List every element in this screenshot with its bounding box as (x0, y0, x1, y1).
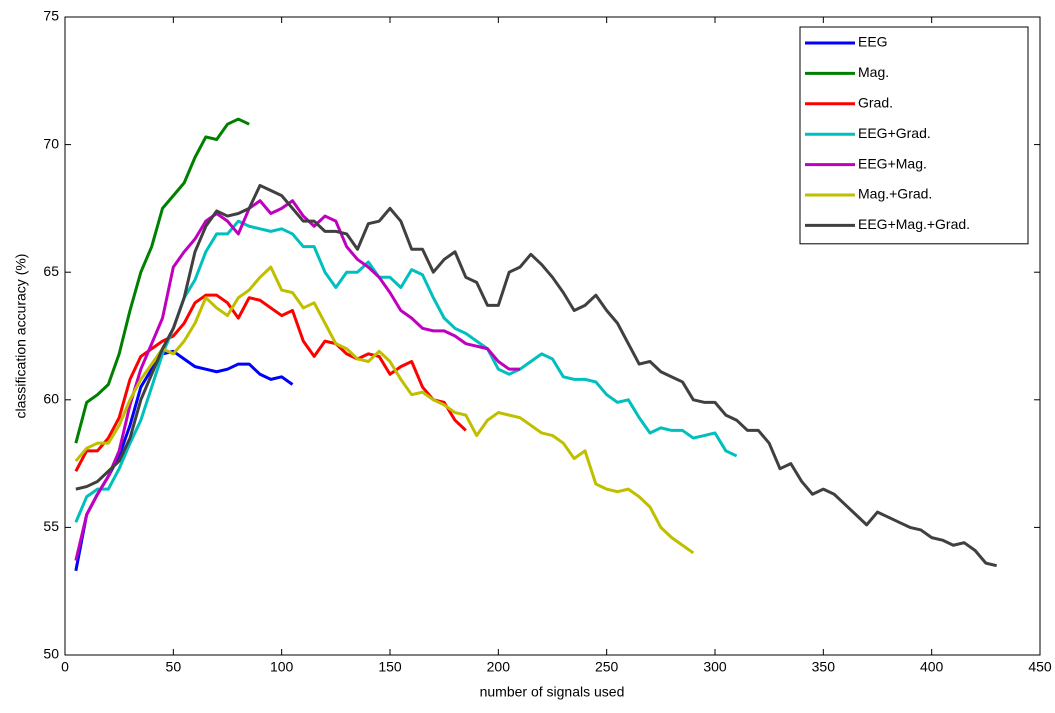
y-tick-label: 50 (43, 646, 59, 662)
series-line (74, 117, 250, 444)
series-line (74, 265, 695, 555)
y-tick-label: 60 (43, 391, 59, 407)
legend-label: Grad. (858, 95, 893, 111)
x-tick-label: 50 (166, 659, 182, 675)
legend-label: Mag. (858, 64, 889, 80)
y-axis-label: classification accuracy (%) (13, 254, 29, 419)
plot-frame (64, 16, 1041, 656)
y-tick-label: 65 (43, 263, 59, 279)
x-axis-label: number of signals used (480, 684, 625, 700)
x-tick-label: 0 (61, 659, 69, 675)
x-tick-label: 100 (270, 659, 294, 675)
legend-label: EEG+Mag.+Grad. (858, 216, 970, 232)
x-tick-label: 450 (1028, 659, 1052, 675)
legend-label: EEG+Grad. (858, 125, 931, 141)
x-tick-label: 200 (487, 659, 511, 675)
series-line (75, 183, 998, 568)
y-tick-label: 70 (43, 135, 59, 151)
y-tick-label: 75 (43, 8, 59, 24)
y-tick-label: 55 (43, 518, 59, 534)
series-line (74, 199, 520, 561)
legend-label: Mag.+Grad. (858, 186, 932, 202)
legend-label: EEG (858, 34, 888, 50)
x-tick-label: 250 (595, 659, 619, 675)
legend-label: EEG+Mag. (858, 155, 927, 171)
x-tick-label: 400 (920, 659, 944, 675)
x-tick-label: 150 (378, 659, 402, 675)
x-tick-label: 300 (703, 659, 727, 675)
series-line (74, 293, 467, 472)
x-tick-label: 350 (812, 659, 836, 675)
